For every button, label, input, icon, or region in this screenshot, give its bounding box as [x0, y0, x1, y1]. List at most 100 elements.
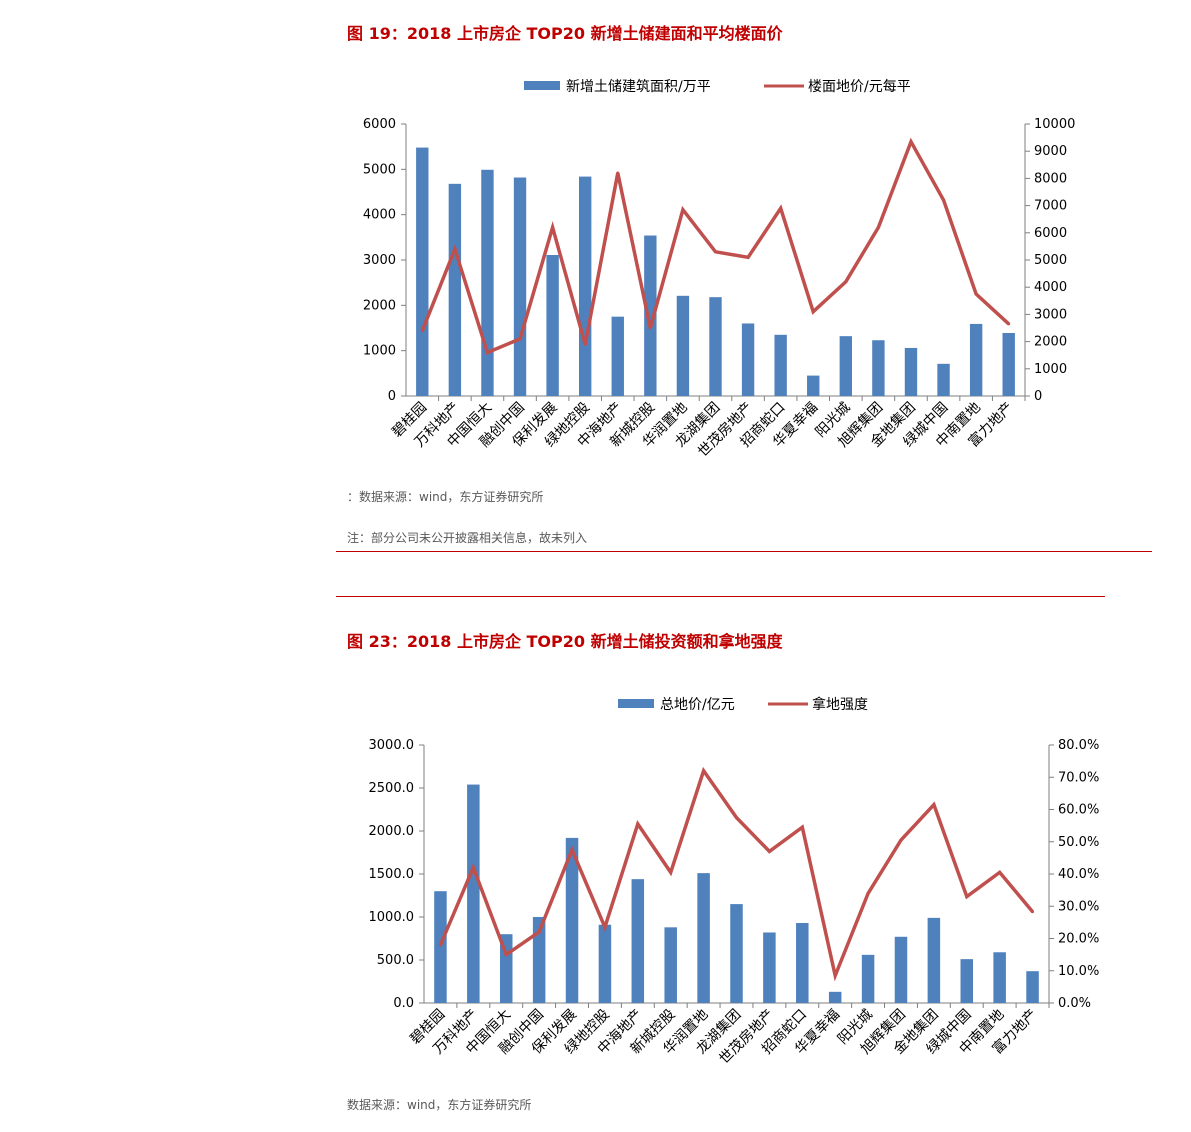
bar: [839, 336, 853, 396]
bar: [993, 952, 1006, 1003]
line-point: [767, 849, 771, 853]
bar: [828, 991, 842, 1003]
line-point: [681, 208, 685, 212]
line-point: [537, 930, 541, 934]
line-point: [485, 350, 489, 354]
line-point: [932, 803, 936, 807]
line-point: [866, 891, 870, 895]
line-point: [974, 292, 978, 296]
line-point: [800, 825, 804, 829]
bar: [676, 295, 690, 396]
left-tick-label: 4000: [363, 208, 396, 223]
right-tick-label: 20.0%: [1058, 932, 1099, 947]
bar: [448, 183, 462, 396]
right-tick-label: 2000: [1034, 335, 1067, 350]
right-tick-label: 9000: [1034, 144, 1067, 159]
figure2-title: 图 23：2018 上市房企 TOP20 新增土储投资额和拿地强度: [347, 632, 783, 651]
line-point: [648, 326, 652, 330]
left-tick-label: 2000.0: [369, 824, 415, 839]
line-point: [471, 866, 475, 870]
figure2-top-rule: [336, 596, 1105, 597]
line-point: [909, 140, 913, 144]
bar: [644, 235, 657, 396]
bar: [434, 891, 447, 1003]
bar: [1002, 332, 1015, 396]
left-tick-label: 1000.0: [369, 910, 415, 925]
bar: [664, 927, 677, 1003]
right-tick-label: 10000: [1034, 117, 1075, 132]
right-tick-label: 0.0%: [1058, 996, 1091, 1011]
line-point: [669, 870, 673, 874]
line-point: [833, 974, 837, 978]
line-point: [876, 225, 880, 229]
left-tick-label: 2000: [363, 298, 396, 313]
right-tick-label: 1000: [1034, 362, 1067, 377]
right-tick-label: 60.0%: [1058, 803, 1099, 818]
legend-bar-swatch: [524, 81, 560, 90]
left-tick-label: 3000: [363, 253, 396, 268]
line-point: [518, 337, 522, 341]
figure1-note: 注：部分公司未公开披露相关信息，故未列入: [347, 531, 588, 545]
bar: [565, 837, 579, 1003]
right-tick-label: 5000: [1034, 253, 1067, 268]
line-point: [420, 329, 424, 333]
left-tick-label: 3000.0: [369, 738, 415, 753]
right-tick-label: 80.0%: [1058, 738, 1099, 753]
left-tick-label: 1500.0: [369, 867, 415, 882]
bar: [532, 917, 546, 1003]
line-point: [746, 255, 750, 259]
line-point: [998, 870, 1002, 874]
line-point: [942, 198, 946, 202]
bar: [774, 334, 787, 396]
bar: [872, 340, 885, 396]
bar: [960, 959, 974, 1003]
right-tick-label: 10.0%: [1058, 964, 1099, 979]
bar: [416, 147, 429, 396]
bar: [697, 873, 710, 1003]
line-point: [583, 342, 587, 346]
bar: [763, 932, 776, 1003]
bar: [546, 255, 559, 396]
right-tick-label: 40.0%: [1058, 867, 1099, 882]
legend-line-label: 楼面地价/元每平: [808, 79, 911, 95]
right-tick-label: 3000: [1034, 307, 1067, 322]
bar: [1026, 971, 1039, 1003]
line-point: [1031, 910, 1035, 914]
line-point: [811, 310, 815, 314]
left-tick-label: 0.0: [393, 996, 414, 1011]
land-investment-intensity-chart: 总地价/亿元 拿地强度 0.0 500.0 1000.0 1500.0 2000.0 2500…: [369, 696, 1100, 1067]
bar: [598, 924, 612, 1003]
bar: [741, 323, 755, 396]
legend-bar-label: 新增土储建筑面积/万平: [566, 79, 711, 95]
line-point: [453, 247, 457, 251]
land-area-price-chart: 新增土储建筑面积/万平 楼面地价/元每平 0 1000 2000 3000 4000 5000…: [363, 79, 1075, 460]
bar: [861, 954, 875, 1003]
line-point: [844, 280, 848, 284]
right-tick-label: 7000: [1034, 199, 1067, 214]
line-point: [438, 943, 442, 947]
left-tick-label: 2500.0: [369, 781, 415, 796]
line-point: [735, 816, 738, 820]
right-tick-label: 8000: [1034, 171, 1067, 186]
line-point: [779, 206, 783, 210]
bar: [730, 904, 743, 1003]
bar: [796, 923, 809, 1003]
right-tick-label: 70.0%: [1058, 770, 1099, 785]
bar: [709, 297, 722, 396]
line-point: [551, 225, 555, 229]
figure1-title: 图 19：2018 上市房企 TOP20 新增土储建面和平均楼面价: [347, 24, 783, 43]
line-point: [702, 769, 706, 773]
bar: [937, 363, 950, 396]
right-tick-label: 4000: [1034, 280, 1067, 295]
figure1-bottom-rule: [336, 551, 1152, 552]
bar: [578, 176, 592, 396]
line-point: [636, 822, 640, 826]
line-point: [616, 171, 620, 175]
line-point: [714, 250, 717, 254]
left-tick-label: 0: [388, 389, 396, 404]
line-point: [504, 953, 508, 957]
figure2-source: 数据来源：wind，东方证券研究所: [347, 1098, 532, 1112]
line-point: [899, 838, 903, 842]
line-point: [603, 925, 607, 929]
bar: [467, 784, 480, 1003]
